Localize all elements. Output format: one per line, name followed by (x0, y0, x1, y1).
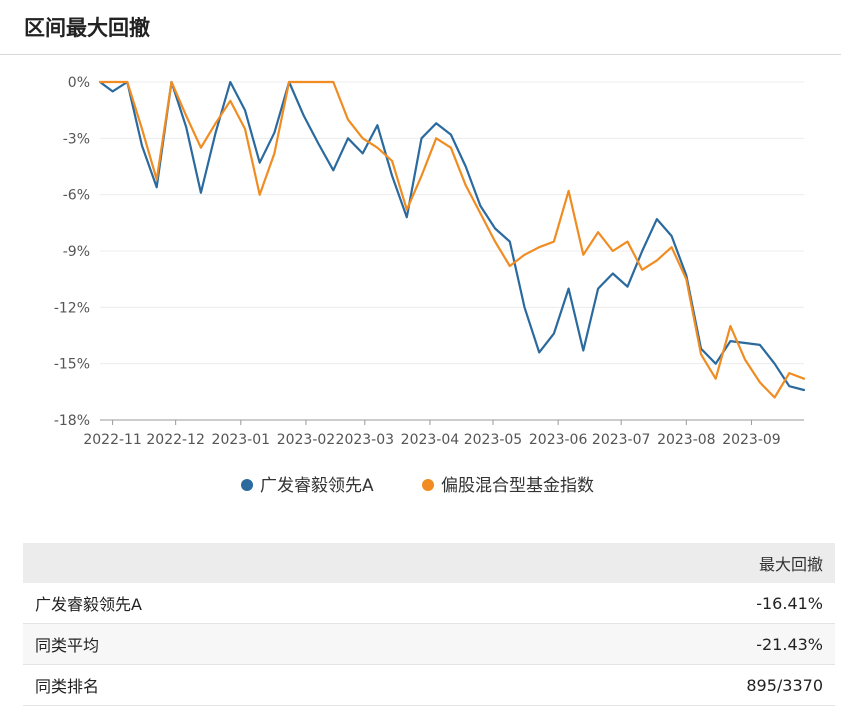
x-tick-label: 2022-12 (146, 432, 205, 448)
row-value: 895/3370 (482, 664, 835, 706)
page-title: 区间最大回撤 (24, 16, 150, 40)
legend-marker-0[interactable] (241, 479, 253, 491)
y-tick-label: -6% (63, 188, 90, 204)
x-tick-label: 2023-09 (722, 432, 781, 448)
legend-label-1[interactable]: 偏股混合型基金指数 (441, 476, 594, 496)
row-label: 广发睿毅领先A (23, 583, 483, 624)
row-value: -21.43% (482, 623, 835, 665)
y-tick-label: -12% (54, 300, 90, 316)
x-tick-label: 2023-02 (277, 432, 336, 448)
row-label: 同类排名 (23, 664, 483, 706)
table-row: 广发睿毅领先A -16.41% (23, 583, 835, 624)
table-row: 同类排名 895/3370 (23, 664, 835, 706)
grid-layer (100, 81, 804, 421)
y-tick-label: -9% (63, 244, 90, 260)
table-header-max-drawdown: 最大回撤 (482, 543, 835, 583)
table-header-row: 最大回撤 (23, 543, 835, 583)
axis-layer: 0% -3% -6% -9% -12% -15% -18% 2022-11 2022-12 202… (54, 75, 804, 448)
y-tick-label: -15% (54, 357, 90, 373)
chart-legend[interactable]: 广发睿毅领先A 偏股混合型基金指数 (241, 476, 594, 496)
y-tick-label: -18% (54, 413, 90, 429)
x-tick-label: 2023-03 (336, 432, 395, 448)
y-tick-label: -3% (63, 131, 90, 147)
x-tick-label: 2023-05 (464, 432, 523, 448)
y-tick-label: 0% (68, 75, 90, 91)
x-tick-label: 2023-01 (212, 432, 271, 448)
x-tick-label: 2023-06 (529, 432, 588, 448)
drawdown-table: 最大回撤 广发睿毅领先A -16.41% 同类平均 -21.43% 同类排名 8… (23, 543, 835, 706)
page-header: 区间最大回撤 (0, 0, 841, 55)
row-label: 同类平均 (23, 623, 483, 665)
x-tick-label: 2023-07 (592, 432, 651, 448)
x-tick-label: 2023-08 (657, 432, 716, 448)
legend-marker-1[interactable] (422, 479, 434, 491)
row-value: -16.41% (482, 583, 835, 624)
table-header-empty (23, 543, 483, 583)
series-line-1[interactable] (98, 80, 806, 399)
legend-label-0[interactable]: 广发睿毅领先A (260, 476, 374, 496)
drawdown-chart: 0% -3% -6% -9% -12% -15% -18% 2022-11 2022-12 202… (54, 75, 806, 496)
table-row: 同类平均 -21.43% (23, 623, 835, 665)
series-layer[interactable] (98, 80, 806, 399)
x-tick-label: 2023-04 (401, 432, 460, 448)
x-tick-label: 2022-11 (83, 432, 142, 448)
series-line-0[interactable] (98, 80, 806, 392)
